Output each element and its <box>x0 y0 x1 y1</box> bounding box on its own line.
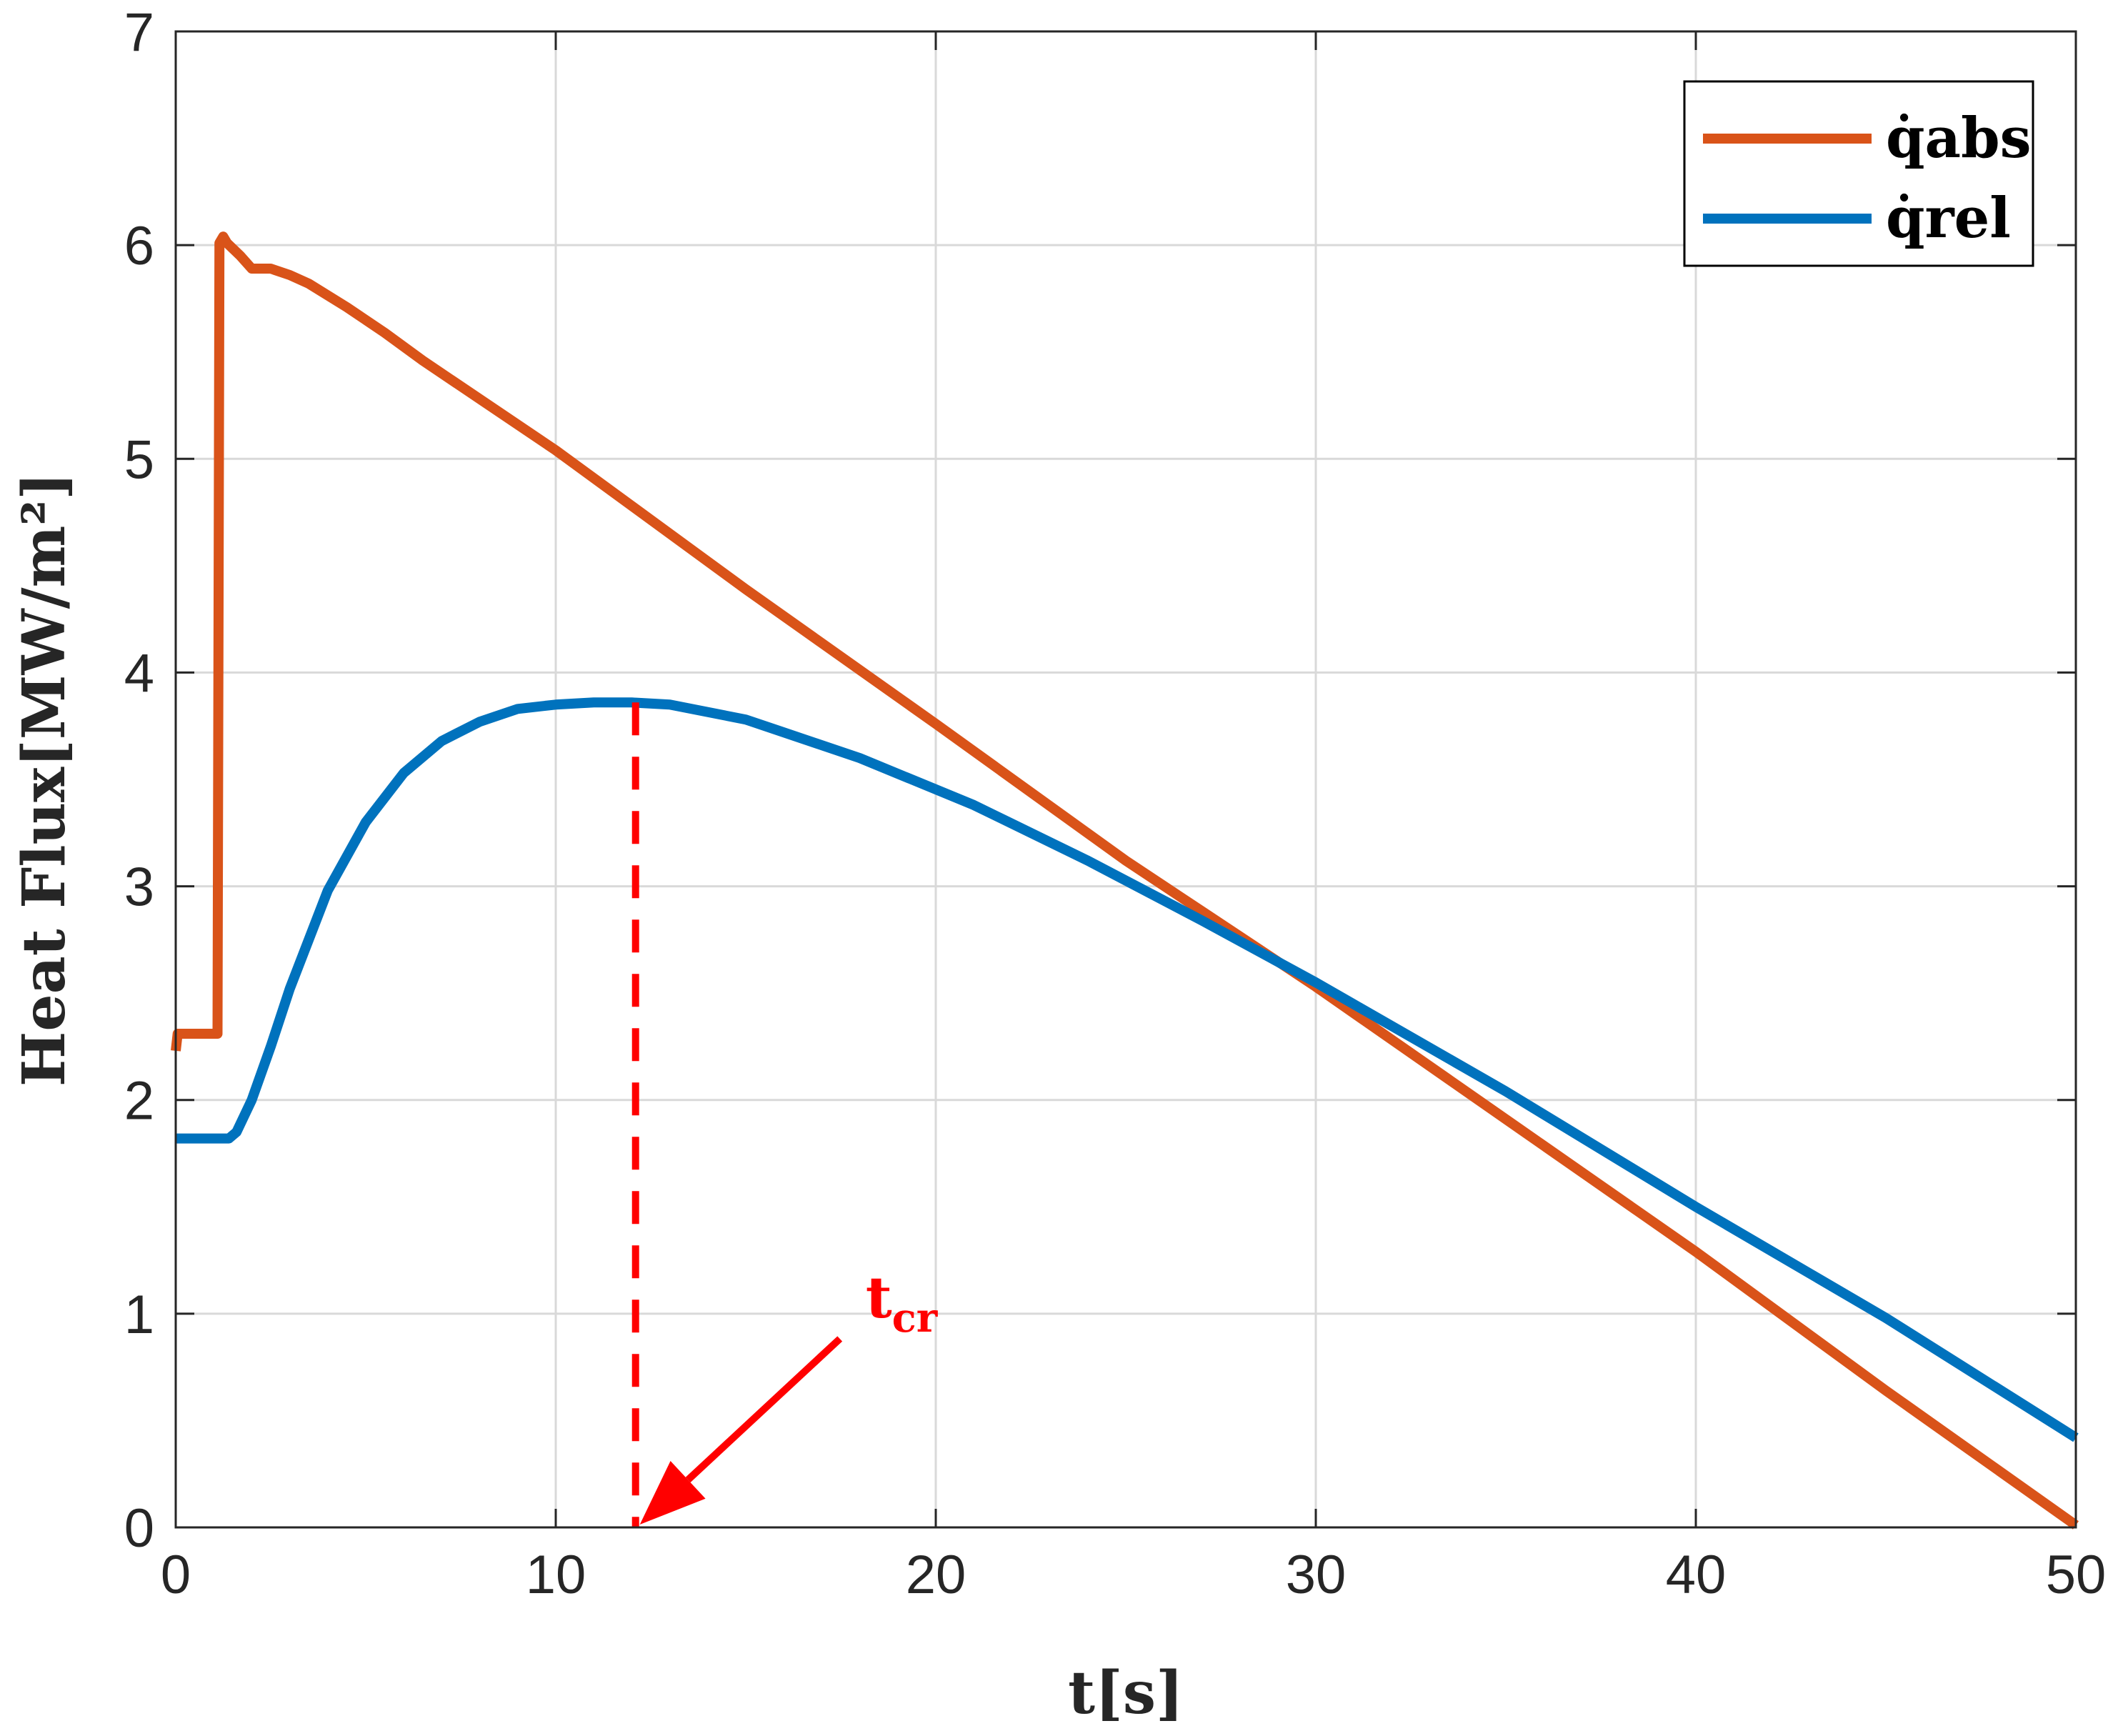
x-tick-label: 0 <box>161 1545 191 1605</box>
series-layer <box>171 231 2079 1530</box>
x-tick-label: 20 <box>906 1545 966 1605</box>
critical-time-label: tcr <box>866 1264 939 1342</box>
y-tick-label: 7 <box>124 2 154 63</box>
x-tick-label: 10 <box>526 1545 586 1605</box>
legend-box <box>1683 80 2034 267</box>
plot-frame <box>174 30 2077 1529</box>
annotation-layer: tcr <box>631 702 939 1527</box>
y-tick-label: 6 <box>124 216 154 276</box>
y-tick-label: 1 <box>124 1284 154 1345</box>
y-tick-label: 2 <box>124 1071 154 1132</box>
annotation-arrow-shaft <box>685 1336 843 1483</box>
legend-label-q-abs: q̇abs <box>1886 106 2032 171</box>
series-line-1 <box>176 697 2079 1442</box>
series-line-0 <box>171 231 2079 1530</box>
x-tick-label: 30 <box>1286 1545 1347 1605</box>
y-tick-label: 3 <box>124 857 154 918</box>
legend: q̇abs q̇rel <box>1683 80 2034 267</box>
y-tick-label: 5 <box>124 429 154 490</box>
annotation-arrow-head <box>639 1461 706 1525</box>
x-tick-label: 50 <box>2046 1545 2107 1605</box>
tick-layer: 0 10 20 30 40 50 0 1 2 3 4 5 6 7 <box>124 2 2107 1605</box>
legend-label-q-rel: q̇rel <box>1886 186 2011 251</box>
y-tick-label: 4 <box>124 643 154 704</box>
x-axis-label: t[s] <box>1068 1659 1184 1727</box>
y-tick-label: 0 <box>124 1498 154 1559</box>
y-axis-label: Heat Flux[MW/m²] <box>10 472 79 1087</box>
x-tick-label: 40 <box>1666 1545 1727 1605</box>
